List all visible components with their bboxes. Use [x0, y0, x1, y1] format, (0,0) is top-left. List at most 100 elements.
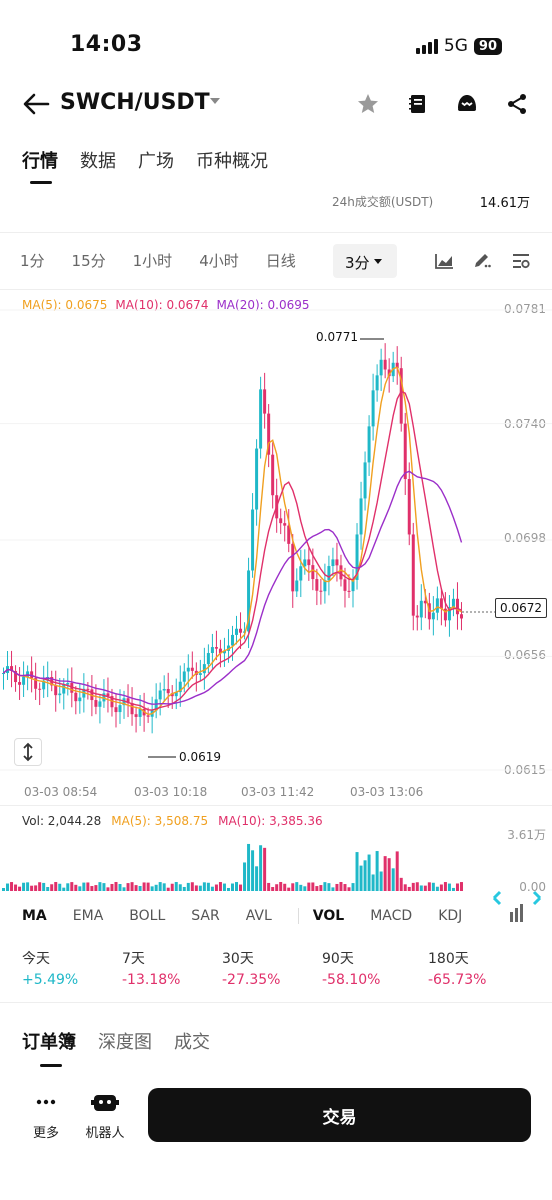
candle-body	[415, 615, 419, 618]
assistant-bot-icon[interactable]	[455, 92, 479, 116]
more-button[interactable]: 更多	[26, 1092, 66, 1141]
interval-1d[interactable]: 日线	[265, 252, 296, 270]
interval-1h[interactable]: 1小时	[132, 252, 173, 270]
tab-market[interactable]: 行情	[22, 151, 58, 172]
volume-bar	[271, 887, 275, 891]
volume-bar	[387, 858, 391, 891]
candle-body	[287, 525, 291, 544]
volume-bar	[174, 882, 178, 891]
volume-bar	[431, 882, 435, 891]
tab-square[interactable]: 广场	[138, 151, 174, 172]
signal-icon	[415, 38, 438, 54]
candle-body	[379, 359, 383, 376]
volume-bar	[2, 888, 5, 891]
pair-title[interactable]: SWCH/USDT	[60, 90, 210, 115]
candle-body	[283, 523, 287, 526]
settings-icon[interactable]	[511, 252, 531, 270]
volume-bar	[259, 845, 263, 891]
candle-body	[102, 693, 106, 702]
interval-1m[interactable]: 1分	[20, 252, 45, 270]
volume-bar	[86, 882, 90, 891]
volume-bar	[38, 882, 42, 891]
back-arrow-icon[interactable]	[22, 92, 50, 116]
volume-bar	[251, 850, 255, 891]
candle-body	[182, 671, 186, 682]
tab-depth[interactable]: 深度图	[98, 1032, 152, 1053]
candle-body	[202, 664, 206, 674]
volume-bar	[291, 883, 295, 891]
volume-bar	[419, 885, 423, 891]
interval-selected-button[interactable]	[333, 244, 397, 278]
volume-bar	[70, 882, 74, 891]
candle-body	[130, 703, 134, 715]
ind-tab-ma[interactable]: MA	[22, 908, 47, 924]
ind-tab-vol[interactable]: VOL	[312, 908, 345, 924]
candle-body	[62, 684, 66, 694]
candle-body	[267, 413, 271, 455]
candle-body	[106, 693, 110, 697]
price-tick: 0.0781	[504, 302, 546, 316]
indicator-tabs: MA EMA BOLL SAR AVL VOL MACD KDJ	[22, 908, 488, 924]
bot-button[interactable]: 机器人	[82, 1092, 128, 1141]
ind-tab-macd[interactable]: MACD	[370, 908, 413, 924]
tab-overview[interactable]: 币种概况	[196, 151, 268, 172]
interval-4h[interactable]: 4小时	[199, 252, 239, 270]
volume-bar	[447, 883, 451, 891]
tab-trades[interactable]: 成交	[174, 1032, 210, 1053]
candle-body	[435, 598, 439, 613]
volume-bar	[138, 886, 142, 891]
candle-body	[411, 534, 415, 616]
vol-value: Vol: 2,044.28	[22, 814, 102, 828]
candle-body	[407, 479, 411, 535]
tab-orderbook[interactable]: 订单簿	[22, 1032, 76, 1053]
volume-bar	[363, 860, 367, 891]
volume-bar	[255, 866, 259, 891]
ma5-value: MA(5): 0.0675	[22, 298, 108, 312]
volume-bar	[395, 851, 399, 891]
candle-body	[451, 598, 455, 608]
volume-bar	[279, 882, 283, 891]
ind-tab-avl[interactable]: AVL	[245, 908, 272, 924]
ma10-line	[3, 390, 462, 711]
candle-body	[34, 678, 38, 689]
ind-tab-sar[interactable]: SAR	[191, 908, 220, 924]
notebook-icon[interactable]	[406, 92, 430, 116]
volume-bar	[235, 882, 239, 891]
divider	[0, 232, 552, 233]
candle-body	[279, 518, 283, 524]
volume-legend: Vol: 2,044.28 MA(5): 3,508.75 MA(10): 3,…	[22, 814, 323, 828]
volume-bar	[415, 882, 419, 891]
ind-tab-kdj[interactable]: KDJ	[438, 908, 463, 924]
interval-tabs: 1分 15分 1小时 4小时 日线	[20, 244, 323, 278]
status-indicators: 5G 90	[415, 36, 502, 56]
volume-bar	[335, 883, 339, 891]
volume-bar	[22, 882, 26, 891]
volume-bar	[74, 884, 78, 891]
ind-tab-ema[interactable]: EMA	[72, 908, 104, 924]
vol-axis-bottom: 0.00	[519, 880, 546, 894]
volume-bar	[122, 887, 126, 891]
candle-body	[230, 634, 234, 646]
interval-15m[interactable]: 15分	[71, 252, 106, 270]
candle-body	[315, 579, 319, 591]
share-icon[interactable]	[505, 92, 529, 116]
ind-tab-boll[interactable]: BOLL	[129, 908, 166, 924]
time-tick: 03-03 11:42	[241, 785, 315, 799]
candle-body	[367, 426, 371, 463]
volume-bar	[303, 886, 307, 891]
expand-button[interactable]	[14, 738, 42, 766]
candle-body	[371, 390, 375, 427]
ma5-line	[3, 366, 462, 716]
candle-body	[251, 509, 255, 571]
chart-type-icon[interactable]	[434, 252, 454, 270]
tab-data[interactable]: 数据	[80, 151, 116, 172]
draw-tool-icon[interactable]	[472, 252, 492, 270]
pair-dropdown-icon[interactable]	[210, 98, 220, 104]
candlestick-chart[interactable]	[0, 290, 552, 780]
trade-button[interactable]: 交易	[148, 1088, 531, 1142]
volume-bar	[427, 882, 431, 891]
perf-90d: 90天 -58.10%	[322, 948, 380, 988]
floating-chart-widget-icon[interactable]	[490, 884, 544, 928]
candle-body	[190, 667, 194, 671]
star-icon[interactable]	[356, 92, 380, 116]
